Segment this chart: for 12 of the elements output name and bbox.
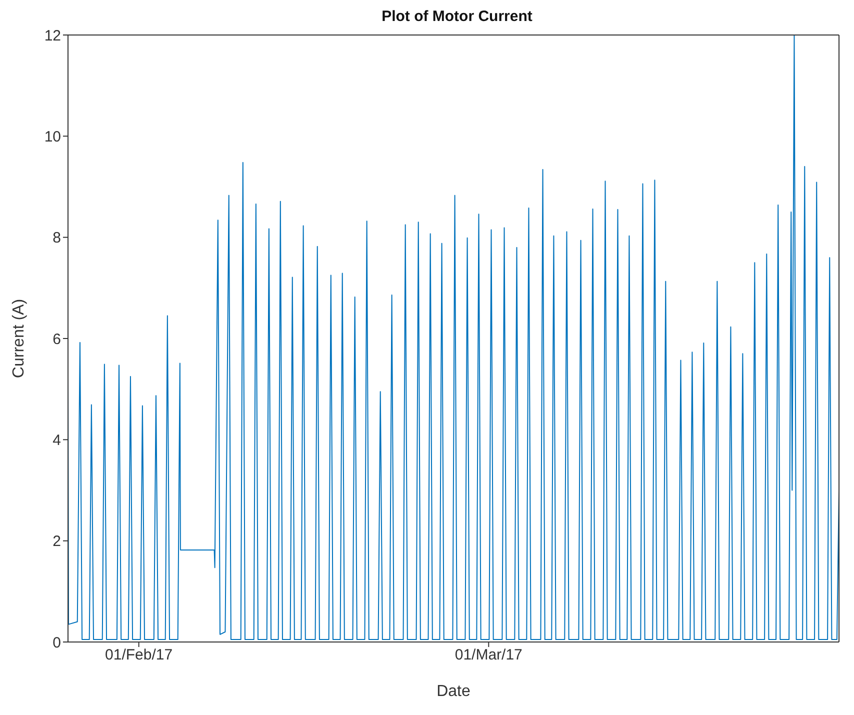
x-tick-label: 01/Feb/17	[105, 646, 173, 664]
y-tick-label: 2	[52, 533, 61, 550]
y-tick-label: 10	[44, 128, 61, 146]
y-tick-label: 8	[52, 230, 61, 247]
y-tick-label: 6	[52, 330, 61, 348]
y-tick-label: 4	[52, 432, 61, 449]
y-tick-label: 12	[44, 27, 61, 44]
y-axis-title: Current (A)	[10, 298, 28, 378]
chart-title: Plot of Motor Current	[382, 8, 532, 25]
x-tick-label: 01/Mar/17	[454, 646, 522, 664]
y-tick-label: 0	[52, 634, 61, 652]
x-axis-title: Date	[436, 683, 470, 700]
